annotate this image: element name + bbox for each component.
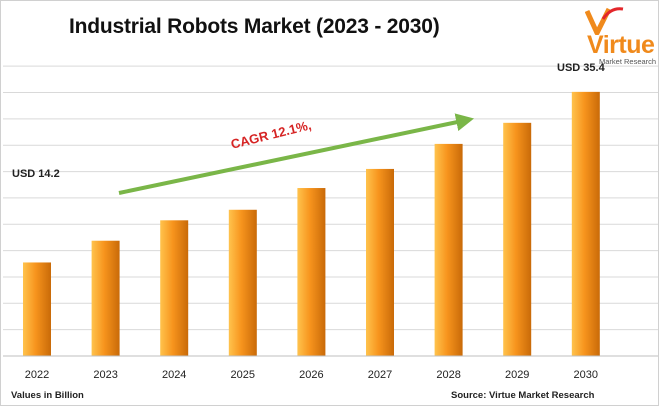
logo-swoosh-icon — [585, 7, 624, 35]
bar-2023 — [91, 240, 120, 356]
x-tick-2025: 2025 — [231, 369, 255, 381]
bar-2026 — [297, 188, 326, 356]
bar-2030 — [571, 91, 600, 357]
x-tick-2026: 2026 — [299, 369, 323, 381]
x-tick-labels: 2022 2023 2024 2025 2026 2027 2028 2029 2030 — [25, 369, 598, 381]
x-tick-2027: 2027 — [368, 369, 392, 381]
logo-wordmark: Virtue — [587, 31, 655, 59]
bar-2028 — [434, 143, 463, 356]
x-tick-2024: 2024 — [162, 369, 186, 381]
units-note: Values in Billion — [11, 390, 84, 401]
bars-group — [23, 91, 600, 357]
source-note: Source: Virtue Market Research — [451, 390, 595, 401]
bar-2025 — [228, 209, 257, 356]
bar-2022 — [23, 262, 51, 356]
bar-2027 — [366, 168, 394, 356]
end-value-label: USD 35.4 — [557, 62, 605, 74]
x-tick-2023: 2023 — [93, 369, 117, 381]
bar-2029 — [503, 122, 532, 356]
start-value-label: USD 14.2 — [12, 168, 60, 180]
chart-title: Industrial Robots Market (2023 - 2030) — [69, 15, 440, 38]
x-tick-2028: 2028 — [436, 369, 460, 381]
x-tick-2022: 2022 — [25, 369, 49, 381]
logo-tagline: Market Research — [599, 57, 657, 66]
virtue-logo: Virtue Market Research — [579, 7, 657, 69]
x-tick-2030: 2030 — [574, 369, 598, 381]
x-tick-2029: 2029 — [505, 369, 529, 381]
bar-2024 — [160, 220, 189, 356]
cagr-trend-arrow — [118, 113, 475, 195]
